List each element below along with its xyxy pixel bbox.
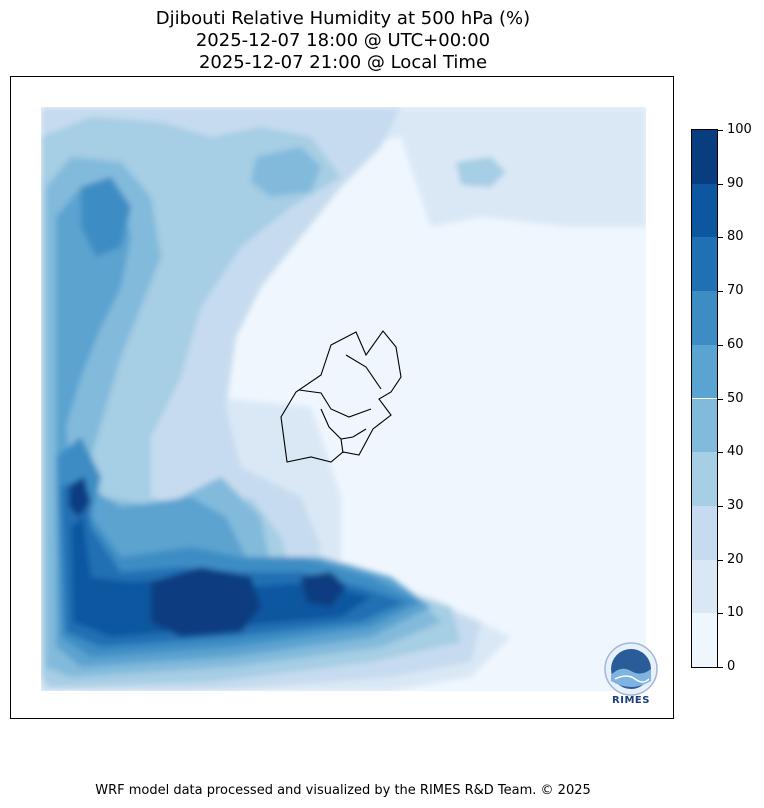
map-panel: RIMES	[10, 76, 674, 719]
rimes-logo: RIMES	[599, 641, 663, 709]
colorbar-tick	[718, 291, 723, 293]
rh-level-80-90	[71, 517, 371, 637]
rh-patch-upper-left-60	[81, 177, 131, 257]
colorbar-tick	[718, 452, 723, 454]
region-line-1	[298, 389, 372, 418]
region-line-4	[340, 438, 344, 454]
local-time-subtitle: 2025-12-07 21:00 @ Local Time	[198, 52, 488, 73]
colorbar-tick	[718, 237, 723, 239]
map-title: Djibouti Relative Humidity at 500 hPa (%…	[155, 8, 531, 29]
region-line-2	[345, 354, 382, 390]
rh-patch-upper-right-darker	[456, 157, 506, 187]
colorbar-segment	[692, 130, 717, 184]
colorbar-segment	[692, 505, 717, 560]
colorbar-tick-label: 30	[727, 497, 744, 513]
rh-level-50-60	[56, 187, 431, 667]
colorbar-segment	[692, 452, 717, 506]
rimes-emblem-icon	[604, 642, 658, 696]
utc-time-subtitle: 2025-12-07 18:00 @ UTC+00:00	[195, 30, 491, 51]
colorbar-segment	[692, 398, 717, 453]
rh-core-main	[151, 567, 261, 637]
colorbar-segment	[692, 291, 717, 345]
colorbar-tick-label: 100	[727, 122, 752, 137]
colorbar-segment	[692, 183, 717, 238]
colorbar-tick-label: 50	[727, 390, 744, 406]
colorbar-tick-label: 0	[727, 659, 736, 674]
colorbar-segment	[692, 344, 717, 399]
colorbar-tick	[718, 344, 723, 346]
colorbar-tick	[718, 505, 723, 507]
colorbar-tick-label: 10	[727, 605, 744, 621]
colorbar-segment	[692, 559, 717, 614]
colorbar-tick	[718, 613, 723, 615]
rh-patch-upper-mid	[251, 147, 321, 197]
colorbar-tick-label: 70	[727, 283, 744, 299]
colorbar-segment	[692, 613, 717, 667]
colorbar-tick-label: 20	[727, 551, 744, 567]
rh-patch-upper-right	[441, 132, 646, 227]
border-outline	[280, 330, 402, 463]
colorbar-tick	[718, 398, 723, 400]
colorbar-segment	[692, 237, 717, 292]
colorbar-tick-label: 40	[727, 444, 744, 460]
colorbar-tick	[718, 559, 723, 561]
footer-credit: WRF model data processed and visualized …	[95, 783, 591, 798]
rimes-logo-text: RIMES	[612, 695, 650, 706]
colorbar-tick-label: 60	[727, 336, 744, 352]
country-border	[280, 330, 402, 463]
colorbar-tick	[718, 130, 723, 131]
colorbar-tick	[718, 667, 723, 668]
colorbar	[691, 129, 718, 668]
rh-core-west	[69, 477, 91, 517]
humidity-field	[41, 107, 646, 691]
colorbar-tick-label: 90	[727, 175, 744, 191]
colorbar-tick	[718, 183, 723, 185]
colorbar-tick-label: 80	[727, 229, 744, 245]
rh-core-east	[301, 572, 346, 607]
